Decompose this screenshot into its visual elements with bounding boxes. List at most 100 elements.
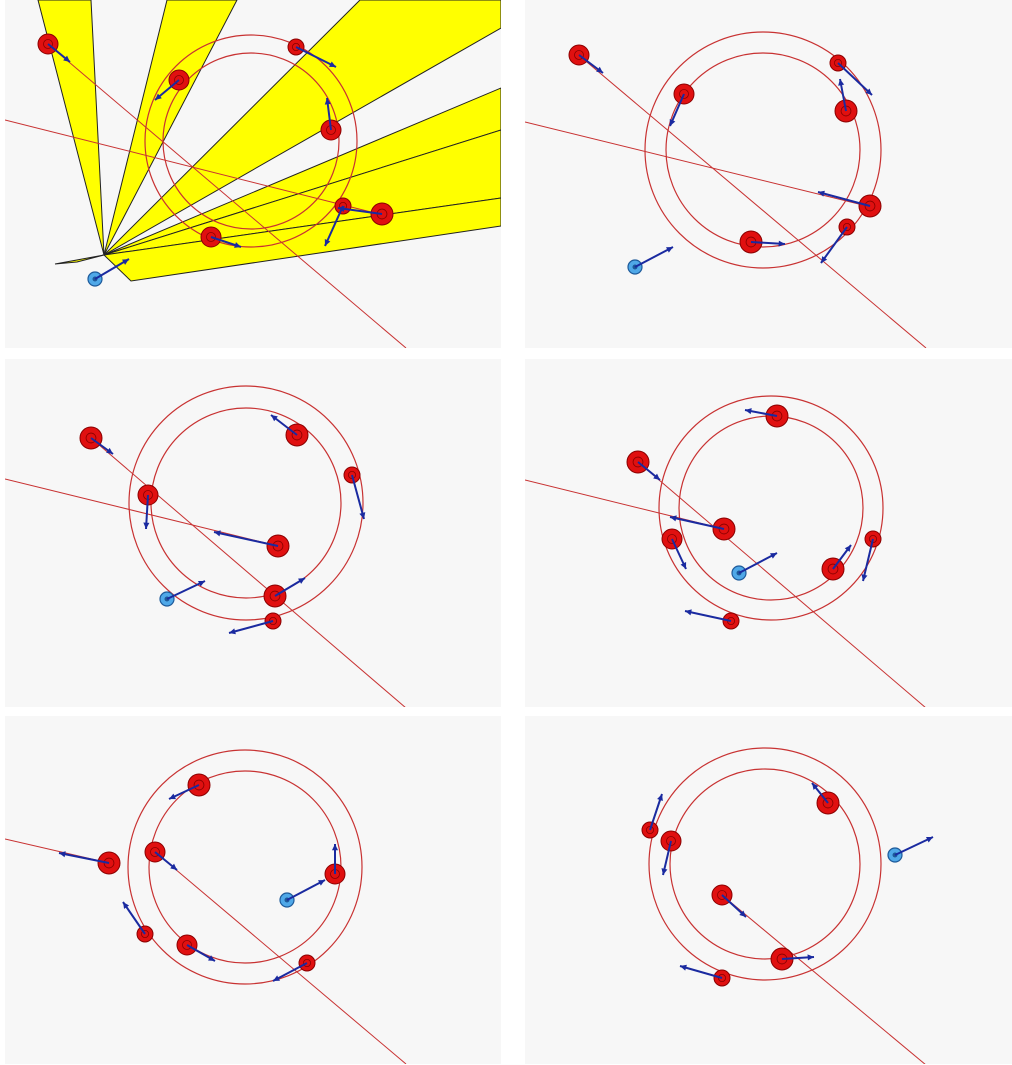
velocity-arrow-icon (168, 784, 200, 800)
trajectory-line (574, 51, 927, 348)
velocity-arrow-icon (811, 782, 829, 804)
agent-core-icon (822, 797, 834, 809)
frame-canvas-5 (5, 749, 407, 1064)
trajectory-line (5, 119, 372, 213)
agent-core-icon (864, 200, 876, 212)
frame-canvas-2 (525, 31, 927, 348)
agent-core-icon (206, 232, 216, 242)
velocity-arrow-icon (295, 46, 337, 68)
frame-panel-5 (5, 716, 501, 1064)
agent-core-icon (174, 75, 184, 85)
velocity-arrow-icon (210, 236, 242, 248)
velocity-arrow-icon (122, 901, 146, 935)
agent-core-icon (150, 847, 160, 857)
velocity-arrow-icon (669, 515, 725, 530)
velocity-arrow-icon (186, 944, 216, 962)
velocity-arrow-icon (750, 240, 786, 247)
velocity-arrow-icon (94, 258, 130, 280)
agent-core-icon (291, 429, 303, 441)
agent-core-icon (833, 59, 842, 68)
agent-core-icon (667, 534, 677, 544)
agent-core-icon (85, 432, 97, 444)
sensor-cone-icon (103, 0, 501, 256)
velocity-arrow-icon (738, 552, 778, 574)
agent-core-icon (574, 50, 584, 60)
frame-panel-1 (5, 0, 501, 348)
trajectory-line (5, 478, 279, 547)
agent-core-icon (717, 890, 727, 900)
outer-track-ring (127, 749, 363, 985)
frame-canvas-4 (525, 395, 926, 707)
agent-core-icon (43, 39, 53, 49)
sensor-cone-icon (103, 0, 238, 256)
velocity-arrow-icon (578, 54, 604, 74)
agent-core-icon (718, 523, 730, 535)
agent-core-icon (842, 222, 851, 231)
velocity-arrow-icon (337, 205, 383, 215)
frame-panel-6 (525, 716, 1012, 1064)
velocity-arrow-icon (351, 474, 366, 520)
trajectory-line (154, 851, 407, 1064)
sensor-cone-icon (37, 0, 105, 256)
frame-canvas-1 (5, 0, 501, 348)
velocity-arrow-icon (837, 62, 873, 96)
velocity-arrow-icon (324, 97, 332, 131)
velocity-arrow-icon (637, 461, 661, 481)
outer-track-ring (648, 747, 882, 981)
agent-core-icon (140, 929, 149, 938)
trajectory-line (721, 894, 926, 1064)
velocity-arrow-icon (286, 879, 326, 901)
frame-canvas-6 (641, 747, 934, 1064)
sensor-cone-icon (102, 197, 501, 282)
agent-core-icon (666, 836, 676, 846)
velocity-arrow-icon (166, 580, 206, 600)
velocity-arrow-icon (649, 793, 663, 831)
velocity-arrow-icon (820, 226, 848, 264)
trajectory-line (90, 437, 406, 707)
agent-core-icon (269, 590, 281, 602)
agent-core-icon (646, 826, 655, 835)
velocity-arrow-icon (817, 190, 871, 207)
velocity-arrow-icon (684, 609, 732, 622)
inner-track-ring (148, 770, 342, 964)
trajectory-line (42, 39, 407, 348)
velocity-arrow-icon (838, 78, 847, 112)
velocity-arrow-icon (331, 844, 339, 874)
agent-core-icon (182, 940, 192, 950)
velocity-arrow-icon (679, 964, 723, 979)
velocity-arrow-icon (58, 851, 110, 864)
velocity-arrow-icon (228, 620, 274, 635)
velocity-arrow-icon (634, 246, 674, 268)
velocity-arrow-icon (781, 954, 815, 961)
velocity-arrow-icon (274, 577, 306, 597)
velocity-arrow-icon (669, 93, 685, 127)
frame-panel-4 (525, 359, 1012, 707)
velocity-arrow-icon (272, 962, 308, 982)
outer-track-ring (658, 395, 884, 621)
frame-panel-3 (5, 359, 501, 707)
trajectory-line (525, 121, 876, 209)
velocity-arrow-icon (832, 544, 852, 570)
velocity-arrow-icon (90, 437, 114, 455)
velocity-arrow-icon (154, 851, 178, 871)
inner-track-ring (150, 407, 342, 599)
inner-track-ring (162, 52, 340, 230)
velocity-arrow-icon (154, 79, 180, 101)
trajectory-line (637, 461, 926, 707)
velocity-arrow-icon (661, 840, 672, 876)
outer-track-ring (144, 34, 358, 248)
agent-core-icon (827, 563, 839, 575)
agent-core-icon (272, 540, 284, 552)
outer-track-ring (644, 31, 882, 269)
velocity-arrow-icon (270, 414, 298, 436)
outer-track-ring (128, 385, 364, 621)
inner-track-ring (669, 768, 861, 960)
agent-core-icon (679, 89, 689, 99)
velocity-arrow-icon (861, 538, 874, 582)
velocity-arrow-icon (671, 538, 687, 570)
agent-core-icon (193, 779, 205, 791)
velocity-arrow-icon (143, 494, 150, 530)
velocity-arrow-icon (894, 836, 934, 856)
velocity-arrow-icon (744, 408, 778, 417)
agent-core-icon (291, 43, 300, 52)
